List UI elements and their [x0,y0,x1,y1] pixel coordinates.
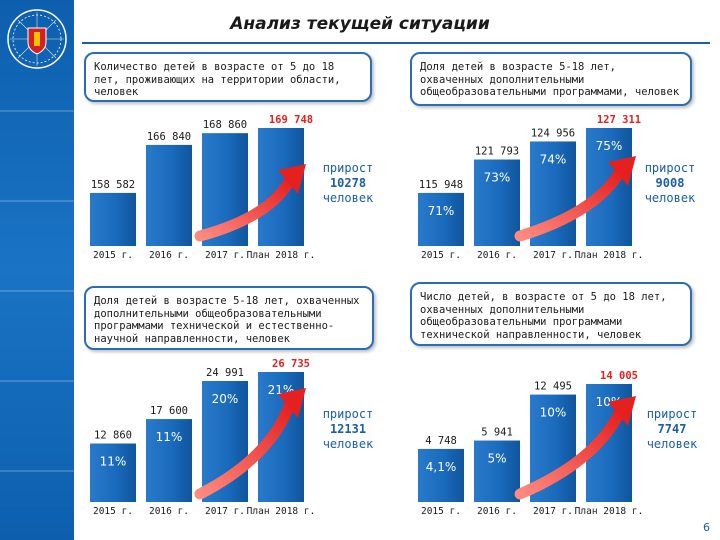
category-label-4-1: 2015 г. [421,506,461,517]
title-divider [82,42,710,44]
bar-4-4 [586,384,632,502]
bar-1-2 [146,144,192,246]
category-label-4-4: План 2018 г. [575,506,644,517]
value-label-1-1: 158 582 [91,179,135,191]
growth-text-line3-3: человек [323,437,374,451]
category-label-4-3: 2017 г. [533,506,573,517]
percent-label-4-3: 10% [540,406,567,420]
growth-arrowhead-2 [608,156,636,186]
value-label-4-1: 4 748 [425,435,457,447]
growth-arrow-3 [194,398,296,500]
category-label-3-1: 2015 г. [93,506,133,517]
percent-label-3-2: 11% [156,430,183,444]
bar-1-3 [202,133,248,246]
value-label-1-4: 169 748 [269,114,313,126]
value-label-4-3: 12 495 [534,381,572,393]
value-label-4-2: 5 941 [481,427,513,439]
bar-4-3 [530,394,576,502]
category-label-1-3: 2017 г. [205,250,245,261]
bar-2-1 [418,192,464,246]
percent-label-4-2: 5% [487,452,506,466]
bar-4-1 [418,448,464,502]
chart-3-caption: Доля детей в возрасте 5-18 лет, охваченн… [84,286,374,350]
percent-label-3-1: 11% [100,455,127,469]
category-label-2-2: 2016 г. [477,250,517,261]
sidebar [0,0,74,540]
value-label-3-1: 12 860 [94,430,132,442]
value-label-3-2: 17 600 [150,405,188,417]
category-label-3-3: 2017 г. [205,506,245,517]
bar-1-4 [258,128,304,246]
percent-label-2-3: 74% [540,152,567,166]
bar-3-4 [258,372,304,502]
category-label-3-2: 2016 г. [149,506,189,517]
growth-text-line1-3: прирост [323,407,374,421]
growth-text-line3-4: человек [647,437,698,451]
chart-2-caption: Доля детей в возрасте 5-18 лет, охваченн… [410,52,692,106]
value-label-3-4: 26 735 [272,358,310,370]
category-label-4-2: 2016 г. [477,506,517,517]
bar-3-1 [90,443,136,502]
growth-text-value-1: 10278 [330,176,366,190]
category-label-2-4: План 2018 г. [575,250,644,261]
value-label-2-1: 115 948 [419,179,463,191]
category-label-3-4: План 2018 г. [247,506,316,517]
growth-arrow-1 [194,174,296,242]
percent-label-4-4: 10% [596,395,623,409]
value-label-4-4: 14 005 [600,370,638,382]
sidebar-stripe [0,380,74,382]
percent-label-2-4: 75% [596,139,623,153]
growth-text-line1-4: прирост [647,407,698,421]
page-title: Анализ текущей ситуации [230,14,490,34]
growth-text-value-4: 7747 [658,422,687,436]
bar-4-2 [474,440,520,502]
growth-arrow-4 [514,406,626,500]
growth-text-line1-2: прирост [645,161,696,175]
value-label-2-4: 127 311 [597,114,641,126]
growth-arrowhead-3 [278,388,306,418]
value-label-1-2: 166 840 [147,131,191,143]
category-label-1-4: План 2018 г. [247,250,316,261]
growth-text-line1-1: прирост [323,161,374,175]
bar-2-4 [586,128,632,246]
growth-text-line3-1: человек [323,191,374,205]
category-label-1-1: 2015 г. [93,250,133,261]
bar-2-3 [530,141,576,246]
bar-3-2 [146,419,192,502]
sidebar-stripe [0,470,74,472]
sidebar-stripe [0,200,74,202]
percent-label-2-2: 73% [484,171,511,185]
growth-text-line3-2: человек [645,191,696,205]
growth-arrowhead-4 [608,396,636,426]
chart-4-caption: Число детей, в возрасте от 5 до 18 лет, … [410,282,692,346]
regional-coat-of-arms-icon [7,9,67,69]
sidebar-stripe [0,110,74,112]
category-label-1-2: 2016 г. [149,250,189,261]
page-number: 6 [703,521,710,534]
growth-arrow-2 [514,166,626,242]
value-label-1-3: 168 860 [203,119,247,131]
growth-text-value-3: 12131 [330,422,366,436]
growth-arrowhead-1 [278,164,306,194]
bar-2-2 [474,159,520,246]
bar-3-3 [202,380,248,502]
category-label-2-3: 2017 г. [533,250,573,261]
value-label-2-3: 124 956 [531,127,575,139]
value-label-3-3: 24 991 [206,367,244,379]
sidebar-stripe [0,290,74,292]
percent-label-4-1: 4,1% [426,460,457,474]
chart-1-caption: Количество детей в возрасте от 5 до 18 л… [84,52,372,102]
percent-label-3-3: 20% [212,392,239,406]
percent-label-3-4: 21% [268,383,295,397]
percent-label-2-1: 71% [428,204,455,218]
value-label-2-2: 121 793 [475,146,519,158]
bar-1-1 [90,192,136,246]
category-label-2-1: 2015 г. [421,250,461,261]
growth-text-value-2: 9008 [656,176,685,190]
